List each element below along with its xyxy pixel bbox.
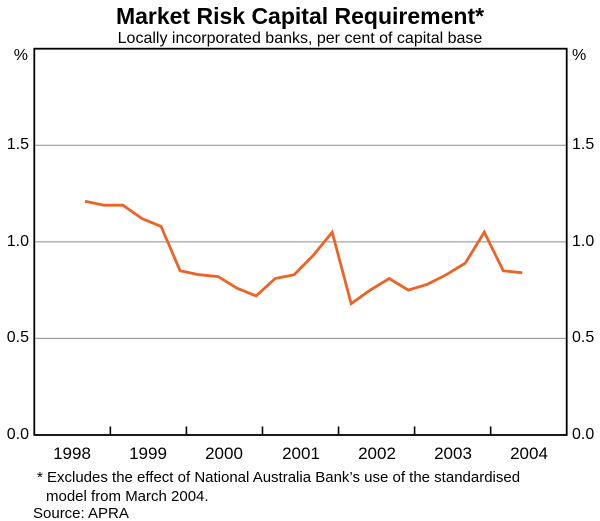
y-tick-label-right-0.0: 0.0 — [572, 426, 595, 443]
footnote-line-2: model from March 2004. — [46, 488, 209, 505]
x-year-label-1999: 1999 — [129, 444, 167, 463]
x-year-label-2004: 2004 — [510, 444, 548, 463]
x-year-label-2001: 2001 — [282, 444, 320, 463]
x-year-label-2002: 2002 — [358, 444, 396, 463]
y-tick-label-left-0.0: 0.0 — [6, 426, 29, 443]
y-axis-unit-right: % — [572, 47, 587, 64]
y-tick-label-right-1.0: 1.0 — [572, 233, 595, 250]
source-note: Source: APRA — [33, 505, 129, 521]
x-year-label-2000: 2000 — [205, 444, 243, 463]
y-tick-label-left-1.0: 1.0 — [6, 233, 29, 250]
y-tick-label-right-0.5: 0.5 — [572, 329, 595, 346]
chart-subtitle: Locally incorporated banks, per cent of … — [117, 30, 483, 47]
chart-title: Market Risk Capital Requirement* — [115, 3, 485, 29]
data-line-series-0 — [84, 199, 523, 307]
plot-frame — [33, 47, 568, 436]
footnote-line-1: * Excludes the effect of National Austra… — [37, 469, 521, 486]
y-tick-label-left-0.5: 0.5 — [6, 329, 29, 346]
x-year-label-2003: 2003 — [434, 444, 472, 463]
y-tick-label-left-1.5: 1.5 — [6, 136, 29, 153]
y-tick-label-right-1.5: 1.5 — [572, 136, 595, 153]
y-axis-unit-left: % — [13, 47, 28, 64]
x-year-label-1998: 1998 — [53, 444, 91, 463]
